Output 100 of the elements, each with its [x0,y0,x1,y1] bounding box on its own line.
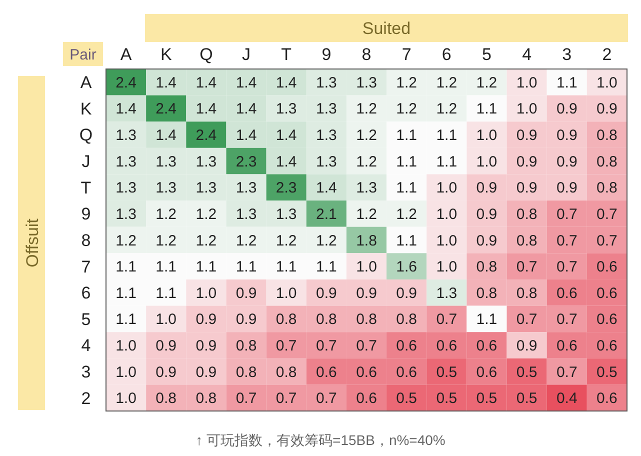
data-label: 1.0 [116,364,136,381]
data-label: 2.4 [116,74,136,92]
x-tick-label: J [242,44,251,64]
data-label: 1.4 [156,127,177,144]
data-label: 0.9 [196,337,217,354]
data-label: 1.6 [396,258,418,276]
x-tick-label: 3 [562,44,572,64]
data-label: 0.6 [396,364,418,381]
data-label: 0.7 [276,337,297,354]
data-label: 1.3 [356,74,377,92]
data-label: 1.2 [396,206,418,223]
data-label: 0.8 [596,153,618,170]
data-label: 1.4 [276,74,297,92]
data-label: 1.2 [356,100,377,118]
x-tick-label: A [120,44,132,64]
data-label: 1.3 [276,100,297,118]
data-label: 1.0 [436,180,458,197]
data-label: 0.7 [556,311,578,328]
data-label: 1.3 [116,180,136,197]
y-tick-label: 2 [81,388,91,408]
data-label: 1.3 [316,153,337,170]
y-tick-label: 6 [81,284,91,303]
data-label: 0.6 [476,337,498,354]
data-label: 0.7 [316,337,337,354]
data-label: 2.3 [236,153,257,170]
data-label: 1.1 [396,153,418,170]
data-label: 2.3 [276,180,297,197]
data-label: 0.9 [556,153,578,170]
data-label: 1.1 [116,284,136,302]
data-label: 0.5 [516,390,538,408]
data-label: 1.4 [276,153,297,170]
y-tick-label: Q [79,126,93,145]
data-label: 1.3 [116,127,136,144]
data-label: 0.8 [156,390,177,408]
data-label: 0.8 [236,364,257,381]
data-label: 1.1 [116,258,136,276]
data-label: 0.9 [596,100,618,118]
data-label: 0.8 [396,311,418,328]
data-label: 0.5 [476,390,498,408]
data-label: 1.2 [276,232,297,250]
data-label: 1.3 [156,153,177,170]
data-label: 1.1 [156,258,177,276]
data-label: 0.9 [516,180,538,197]
data-label: 0.9 [156,337,177,354]
data-label: 0.6 [396,337,418,354]
data-label: 0.8 [596,180,618,197]
data-label: 1.3 [156,180,177,197]
data-label: 0.5 [596,364,618,381]
data-label: 1.0 [116,390,136,408]
data-label: 0.8 [276,364,297,381]
data-label: 1.3 [316,100,337,118]
data-label: 1.3 [196,180,217,197]
data-label: 1.3 [196,153,217,170]
data-label: 1.2 [116,232,136,250]
data-label: 1.4 [116,100,136,118]
data-label: 1.2 [396,74,418,92]
data-label: 1.3 [356,180,377,197]
data-label: 1.3 [276,206,297,223]
data-label: 0.6 [596,311,618,328]
data-label: 0.9 [196,364,217,381]
data-label: 1.0 [596,74,618,92]
data-label: 0.5 [516,364,538,381]
data-label: 1.2 [356,153,377,170]
data-label: 0.8 [596,127,618,144]
data-label: 0.7 [436,311,458,328]
y-tick-label: 3 [81,362,91,382]
y-tick-label: T [80,178,92,198]
data-label: 0.7 [556,258,578,276]
data-label: 0.6 [556,284,578,302]
data-label: 1.2 [196,206,217,223]
x-tick-label: K [160,44,172,64]
data-label: 1.4 [236,100,257,118]
data-label: 0.7 [516,311,538,328]
data-label: 0.8 [476,258,498,276]
data-label: 1.4 [316,180,337,197]
data-label: 1.1 [476,100,498,118]
data-label: 0.7 [316,390,337,408]
data-label: 0.5 [436,364,458,381]
data-label: 1.1 [436,127,458,144]
data-label: 1.0 [476,153,498,170]
data-label: 0.9 [316,284,337,302]
data-label: 0.9 [556,127,578,144]
data-label: 0.8 [516,206,538,223]
text: Pair [70,46,96,64]
data-label: 0.9 [236,284,257,302]
data-label: 1.1 [396,232,418,250]
x-tick-label: Q [200,44,213,64]
y-tick-label: J [82,152,90,172]
data-label: 1.1 [436,153,458,170]
data-label: 1.3 [236,180,257,197]
y-tick-label: 9 [81,204,91,224]
data-label: 1.0 [516,100,538,118]
data-label: 0.9 [516,127,538,144]
data-label: 1.1 [236,258,257,276]
data-label: 0.8 [316,311,337,328]
data-label: 0.6 [596,390,618,408]
data-label: 1.0 [356,258,377,276]
data-label: 1.3 [316,127,337,144]
x-tick-label: 9 [322,44,332,64]
data-label: 0.6 [596,258,618,276]
